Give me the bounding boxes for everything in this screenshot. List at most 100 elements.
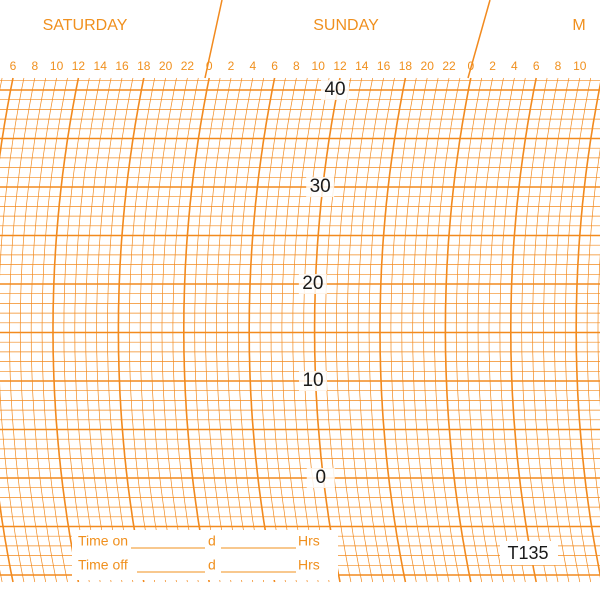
hour-label: 22 — [181, 59, 195, 73]
label-bg — [298, 274, 327, 294]
hour-label: 6 — [533, 59, 540, 73]
label-bg — [306, 468, 335, 488]
hour-line — [74, 77, 101, 583]
hour-line — [313, 77, 341, 583]
hour-line — [52, 77, 80, 583]
hour-label: 8 — [293, 59, 300, 73]
hour-line — [510, 77, 537, 583]
hour-label: 16 — [115, 59, 129, 73]
hour-label: 10 — [50, 59, 64, 73]
hour-line — [172, 77, 199, 583]
hour-label: 12 — [333, 59, 347, 73]
hour-line — [139, 77, 166, 583]
hour-label: 10 — [312, 59, 326, 73]
hour-line — [150, 77, 177, 583]
hour-label: 6 — [271, 59, 278, 73]
scale-label: 10 — [302, 370, 323, 391]
hour-line — [412, 77, 439, 583]
hour-line — [292, 77, 319, 583]
hour-line — [128, 77, 156, 583]
day-label: SATURDAY — [43, 17, 128, 34]
hour-line — [63, 77, 90, 583]
hour-line — [543, 77, 570, 583]
scale-label: 0 — [315, 467, 326, 488]
hour-label: 2 — [228, 59, 235, 73]
hour-line — [259, 77, 286, 583]
midnight-marker — [204, 0, 223, 79]
form-unit: d — [208, 557, 216, 573]
hour-line — [346, 77, 374, 583]
label-bg — [306, 177, 335, 197]
hour-label: 8 — [555, 59, 562, 73]
hour-line — [357, 77, 384, 583]
hour-line — [19, 77, 47, 583]
form-label: Time on — [78, 533, 128, 549]
hour-line — [597, 252, 600, 408]
scale-label: 20 — [302, 273, 323, 294]
hour-line — [303, 77, 330, 583]
hour-line — [227, 77, 254, 583]
hour-line — [466, 77, 493, 583]
hour-label: 10 — [573, 59, 587, 73]
form-label: Time off — [78, 557, 128, 573]
hour-line — [248, 77, 276, 583]
hour-line — [499, 77, 526, 583]
hour-line — [85, 77, 112, 583]
hour-line — [444, 77, 472, 583]
hour-line — [237, 77, 265, 583]
hour-label: 4 — [249, 59, 256, 73]
hour-line — [532, 77, 559, 583]
hour-line — [161, 77, 188, 583]
hour-line — [564, 77, 592, 583]
hour-line — [455, 77, 483, 583]
hour-line — [183, 77, 210, 583]
hour-label: 20 — [159, 59, 173, 73]
hour-line — [379, 77, 407, 583]
hour-line — [107, 77, 134, 583]
hour-label: 22 — [442, 59, 456, 73]
hour-line — [96, 77, 123, 583]
hour-line — [194, 77, 221, 583]
scale-label: 40 — [324, 79, 345, 100]
scale-label: 30 — [310, 176, 331, 197]
hour-label: 2 — [489, 59, 496, 73]
hour-label: 18 — [399, 59, 413, 73]
form-unit: Hrs — [298, 533, 320, 549]
hour-line — [390, 77, 417, 583]
hour-label: 14 — [355, 59, 369, 73]
hour-line — [488, 77, 515, 583]
day-label: SUNDAY — [313, 17, 379, 34]
hour-line — [281, 77, 308, 583]
hour-line — [336, 77, 363, 583]
hour-line — [368, 77, 395, 583]
hour-line — [216, 77, 243, 583]
midnight-marker — [467, 0, 491, 79]
hour-label: 0 — [467, 59, 474, 73]
hour-line — [0, 77, 25, 583]
hour-line — [423, 77, 450, 583]
hour-label: 20 — [421, 59, 435, 73]
model-box — [500, 541, 558, 565]
hour-line — [401, 77, 428, 583]
hour-line — [586, 148, 600, 512]
hour-label: 8 — [31, 59, 38, 73]
label-bg — [321, 80, 350, 100]
hour-label: 6 — [10, 59, 17, 73]
hour-label: 16 — [377, 59, 391, 73]
hour-label: 18 — [137, 59, 151, 73]
hour-label: 4 — [511, 59, 518, 73]
hour-line — [270, 77, 297, 583]
model-code: T135 — [507, 543, 548, 563]
hour-line — [117, 77, 145, 583]
hour-line — [41, 77, 68, 583]
day-label: M — [572, 17, 585, 34]
hour-line — [575, 81, 600, 579]
hour-line — [30, 77, 57, 583]
grid — [0, 77, 600, 583]
hour-line — [434, 77, 461, 583]
hour-line — [477, 77, 504, 583]
hour-line — [554, 77, 581, 583]
form-unit: d — [208, 533, 216, 549]
hour-line — [521, 77, 548, 583]
